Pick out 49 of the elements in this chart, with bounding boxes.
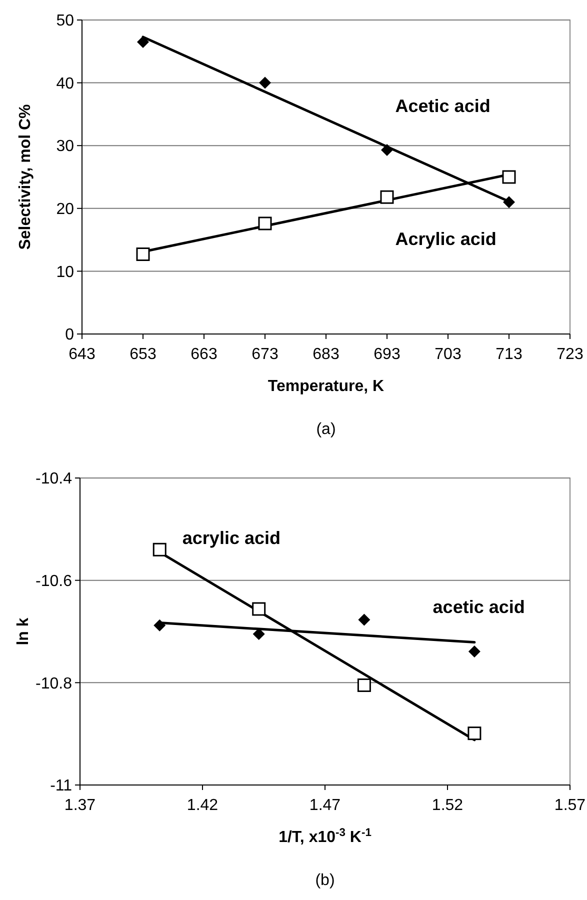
y-tick-label: -10.4: [36, 470, 72, 488]
y-tick-label: -11: [50, 778, 72, 795]
point: [154, 619, 166, 632]
y-tick-label: 40: [56, 75, 74, 92]
x-tick-label: 673: [252, 346, 278, 363]
x-tick-label: 703: [434, 346, 462, 363]
x-tick-label: 693: [374, 346, 400, 363]
point: [358, 614, 370, 626]
point: [468, 645, 480, 658]
x-axis-title: Temperature, K: [268, 378, 385, 395]
y-axis-title: Selectivity, mol C%: [17, 104, 34, 250]
y-tick-label: 30: [56, 138, 74, 156]
x-tick-label: 663: [190, 346, 218, 363]
point: [381, 144, 393, 156]
x-tick-label: 1.42: [186, 797, 218, 814]
x-axis-title: 1/T, x10$^{-3}$ K$^{-1}$: [278, 827, 372, 846]
x-tick-label: 683: [312, 346, 340, 363]
x-tick-label: 1.47: [309, 797, 341, 814]
text: (a): [316, 421, 336, 438]
point: [259, 76, 271, 89]
y-tick-label: 20: [56, 201, 74, 218]
point: [502, 170, 516, 184]
text: (b): [315, 872, 335, 889]
x-tick-label: 723: [556, 346, 584, 363]
annotation: Acetic acid: [395, 96, 490, 116]
x-tick-label: 1.37: [64, 797, 96, 814]
point: [137, 36, 149, 48]
y-tick-label: 10: [56, 264, 74, 281]
x-tick-label: 713: [496, 346, 522, 363]
y-tick-label: 50: [56, 12, 74, 30]
point: [258, 216, 272, 230]
y-tick-label: -10.8: [36, 675, 72, 692]
x-tick-label: 653: [130, 346, 156, 363]
point: [136, 247, 150, 261]
y-axis-title: ln k: [15, 618, 32, 646]
point: [252, 602, 266, 616]
annotation: Acrylic acid: [395, 229, 496, 250]
y-tick-label: 0: [65, 326, 74, 344]
x-tick-label: 1.57: [554, 797, 586, 814]
point: [380, 190, 394, 204]
x-tick-label: 1.52: [432, 797, 464, 814]
point: [357, 678, 371, 692]
point: [468, 726, 482, 740]
point: [503, 196, 515, 208]
y-tick-label: -10.6: [36, 572, 72, 590]
point: [152, 542, 166, 556]
x-tick-label: 643: [68, 346, 96, 363]
annotation: acrylic acid: [182, 528, 280, 548]
annotation: acetic acid: [432, 597, 525, 618]
